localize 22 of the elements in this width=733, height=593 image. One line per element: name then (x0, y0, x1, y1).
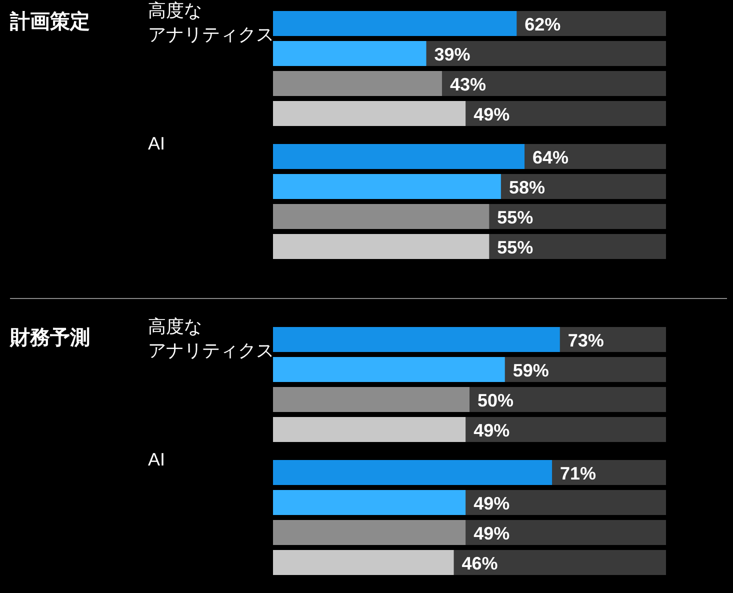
data-label: 46% (462, 554, 498, 574)
data-label: 39% (434, 44, 470, 64)
y-tick-label: 高度なアナリティクス (148, 0, 274, 44)
y-tick-label: 高度なアナリティクス (148, 316, 274, 360)
data-label: 73% (568, 330, 604, 350)
data-label: 49% (474, 524, 510, 544)
text: 計画策定 (10, 10, 90, 35)
data-label: 49% (474, 104, 510, 124)
data-label: 62% (524, 14, 561, 34)
y-tick-label: AI (148, 450, 166, 470)
y-tick-label: AI (148, 134, 166, 154)
data-label: 49% (474, 494, 510, 514)
data-label: 55% (497, 238, 534, 258)
data-label: 59% (512, 360, 549, 380)
data-label: 58% (508, 178, 545, 198)
text: 財務予測 (10, 326, 90, 351)
data-label: 43% (450, 74, 486, 94)
data-label: 50% (478, 390, 514, 410)
data-label: 49% (474, 420, 510, 440)
data-label: 64% (532, 148, 569, 168)
data-label: 55% (497, 208, 534, 228)
data-label: 71% (560, 464, 596, 484)
